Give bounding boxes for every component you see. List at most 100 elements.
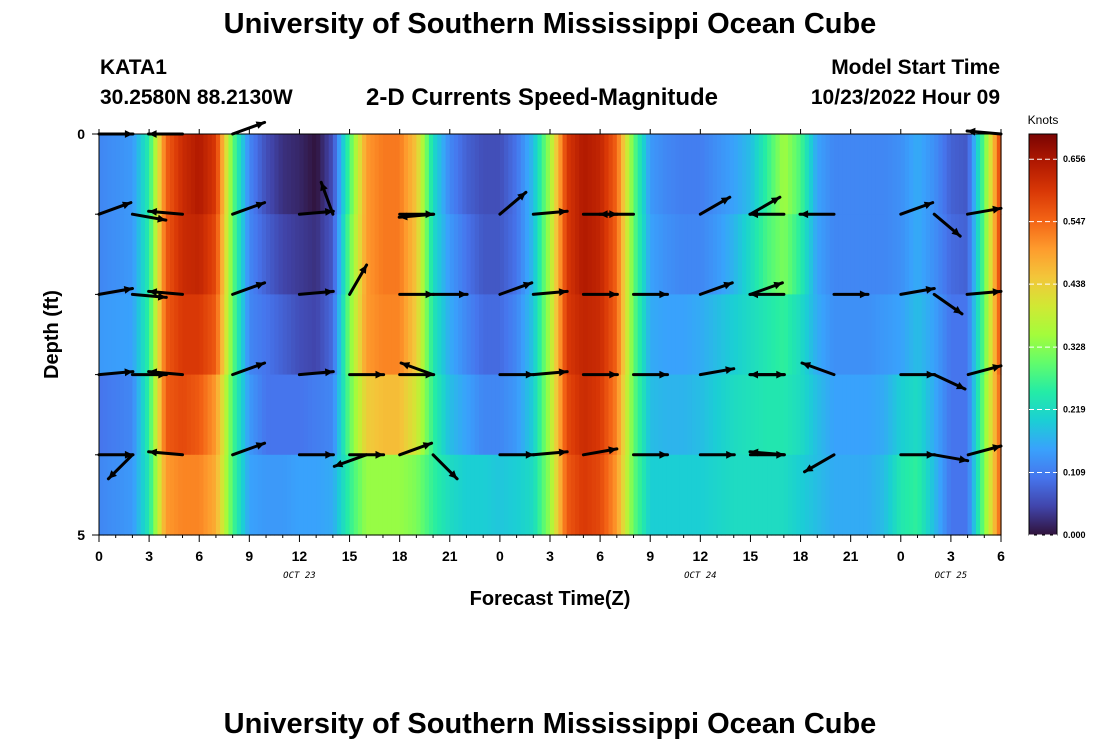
heatmap-cell bbox=[307, 454, 313, 536]
heatmap-cell bbox=[479, 454, 484, 536]
heatmap-cell bbox=[174, 374, 179, 456]
heatmap-cell bbox=[408, 454, 413, 536]
heatmap-cell bbox=[378, 214, 384, 295]
heatmap-cell bbox=[499, 374, 505, 456]
heatmap-cell bbox=[904, 454, 910, 536]
current-arrow bbox=[800, 361, 836, 377]
heatmap-cell bbox=[650, 134, 655, 215]
heatmap-cell bbox=[980, 374, 985, 456]
heatmap-cell bbox=[696, 134, 701, 215]
heatmap-cell bbox=[888, 214, 894, 295]
current-arrow bbox=[581, 290, 619, 299]
heatmap-cell bbox=[654, 374, 660, 456]
heatmap-cell bbox=[132, 134, 138, 215]
heatmap-cell bbox=[909, 454, 914, 536]
arrow-head bbox=[749, 210, 758, 219]
heatmap-cell bbox=[529, 214, 534, 295]
heatmap-cell bbox=[103, 374, 108, 456]
heatmap-cell bbox=[491, 134, 497, 215]
heatmap-cell bbox=[963, 294, 969, 376]
current-arrow bbox=[97, 286, 134, 296]
heatmap-cell bbox=[399, 374, 405, 456]
current-arrow bbox=[899, 370, 937, 379]
heatmap-cell bbox=[345, 134, 351, 215]
heatmap-cell bbox=[453, 454, 459, 536]
heatmap-cell bbox=[550, 374, 555, 456]
heatmap-cell bbox=[904, 134, 910, 215]
heatmap-cell bbox=[299, 454, 305, 536]
heatmap-cell bbox=[274, 374, 280, 456]
heatmap-cell bbox=[650, 454, 655, 536]
heatmap-cell bbox=[850, 294, 856, 376]
heatmap-cell bbox=[462, 454, 468, 536]
heatmap-cell bbox=[424, 134, 430, 215]
arrow-head bbox=[750, 448, 759, 457]
heatmap-cell bbox=[909, 294, 914, 376]
heatmap-cell bbox=[646, 454, 651, 536]
heatmap-cell bbox=[416, 374, 422, 456]
current-arrow bbox=[966, 444, 1003, 457]
heatmap-cell bbox=[249, 374, 255, 456]
heatmap-cell bbox=[416, 214, 422, 295]
heatmap-cell bbox=[215, 294, 221, 376]
heatmap-cell bbox=[737, 454, 743, 536]
heatmap-cell bbox=[863, 134, 868, 215]
heatmap-cell bbox=[307, 294, 313, 376]
heatmap-cell bbox=[119, 454, 125, 536]
heatmap-cell bbox=[612, 374, 618, 456]
heatmap-cell bbox=[240, 294, 246, 376]
heatmap-cell bbox=[387, 294, 392, 376]
heatmap-cell bbox=[620, 374, 626, 456]
heatmap-cell bbox=[821, 294, 827, 376]
arrow-head bbox=[659, 290, 668, 299]
heatmap-cell bbox=[604, 374, 610, 456]
heatmap-cell bbox=[984, 134, 990, 215]
current-arrow bbox=[581, 370, 619, 379]
heatmap-cell bbox=[466, 134, 472, 215]
heatmap-cell bbox=[825, 294, 831, 376]
heatmap-cell bbox=[808, 294, 814, 376]
heatmap-cell bbox=[750, 454, 756, 536]
heatmap-cell bbox=[437, 294, 443, 376]
station-coordinates: 30.2580N 88.2130W bbox=[100, 86, 293, 109]
heatmap-cell bbox=[955, 454, 960, 536]
current-arrow bbox=[965, 288, 1003, 296]
heatmap-cell bbox=[286, 374, 292, 456]
heatmap-cell bbox=[842, 214, 848, 295]
heatmap-cell bbox=[637, 214, 643, 295]
heatmap-cell bbox=[257, 294, 263, 376]
heatmap-cell bbox=[600, 294, 605, 376]
heatmap-cell bbox=[725, 454, 731, 536]
heatmap-cell bbox=[587, 214, 593, 295]
heatmap-cell bbox=[550, 134, 555, 215]
heatmap-cell bbox=[479, 134, 484, 215]
heatmap-cell bbox=[821, 134, 827, 215]
heatmap-cell bbox=[854, 214, 860, 295]
heatmap-cell bbox=[399, 134, 405, 215]
heatmap-cell bbox=[570, 294, 576, 376]
heatmap-cell bbox=[612, 214, 618, 295]
arrow-head bbox=[422, 442, 432, 450]
heatmap-cell bbox=[278, 294, 284, 376]
heatmap-cell bbox=[524, 374, 530, 456]
heatmap-cell bbox=[904, 214, 910, 295]
heatmap-cell bbox=[813, 294, 818, 376]
heatmap-cell bbox=[420, 294, 426, 376]
heatmap-cell bbox=[625, 134, 630, 215]
current-arrow bbox=[632, 450, 669, 459]
heatmap-cell bbox=[366, 134, 372, 215]
current-arrow bbox=[97, 368, 135, 377]
arrow-head bbox=[255, 442, 265, 450]
heatmap-cell bbox=[938, 294, 944, 376]
heatmap-cell bbox=[299, 134, 305, 215]
current-arrow bbox=[397, 212, 435, 221]
heatmap-cell bbox=[541, 454, 547, 536]
heatmap-cell bbox=[529, 454, 534, 536]
heatmap-cell bbox=[725, 134, 731, 215]
heatmap-cell bbox=[767, 214, 772, 295]
heatmap-cell bbox=[604, 454, 610, 536]
current-arrow bbox=[698, 450, 736, 459]
date-label: OCT 25 bbox=[935, 571, 968, 581]
arrow-head bbox=[108, 470, 117, 479]
heatmap-cell bbox=[491, 454, 497, 536]
